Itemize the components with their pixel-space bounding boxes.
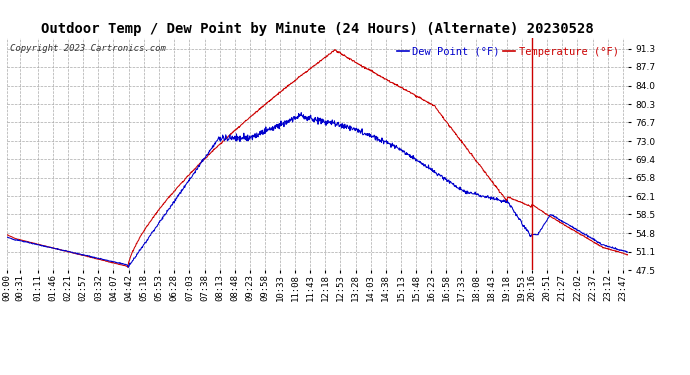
Text: Copyright 2023 Cartronics.com: Copyright 2023 Cartronics.com: [10, 45, 166, 54]
Legend: Dew Point (°F), Temperature (°F): Dew Point (°F), Temperature (°F): [393, 43, 622, 61]
Title: Outdoor Temp / Dew Point by Minute (24 Hours) (Alternate) 20230528: Outdoor Temp / Dew Point by Minute (24 H…: [41, 22, 594, 36]
